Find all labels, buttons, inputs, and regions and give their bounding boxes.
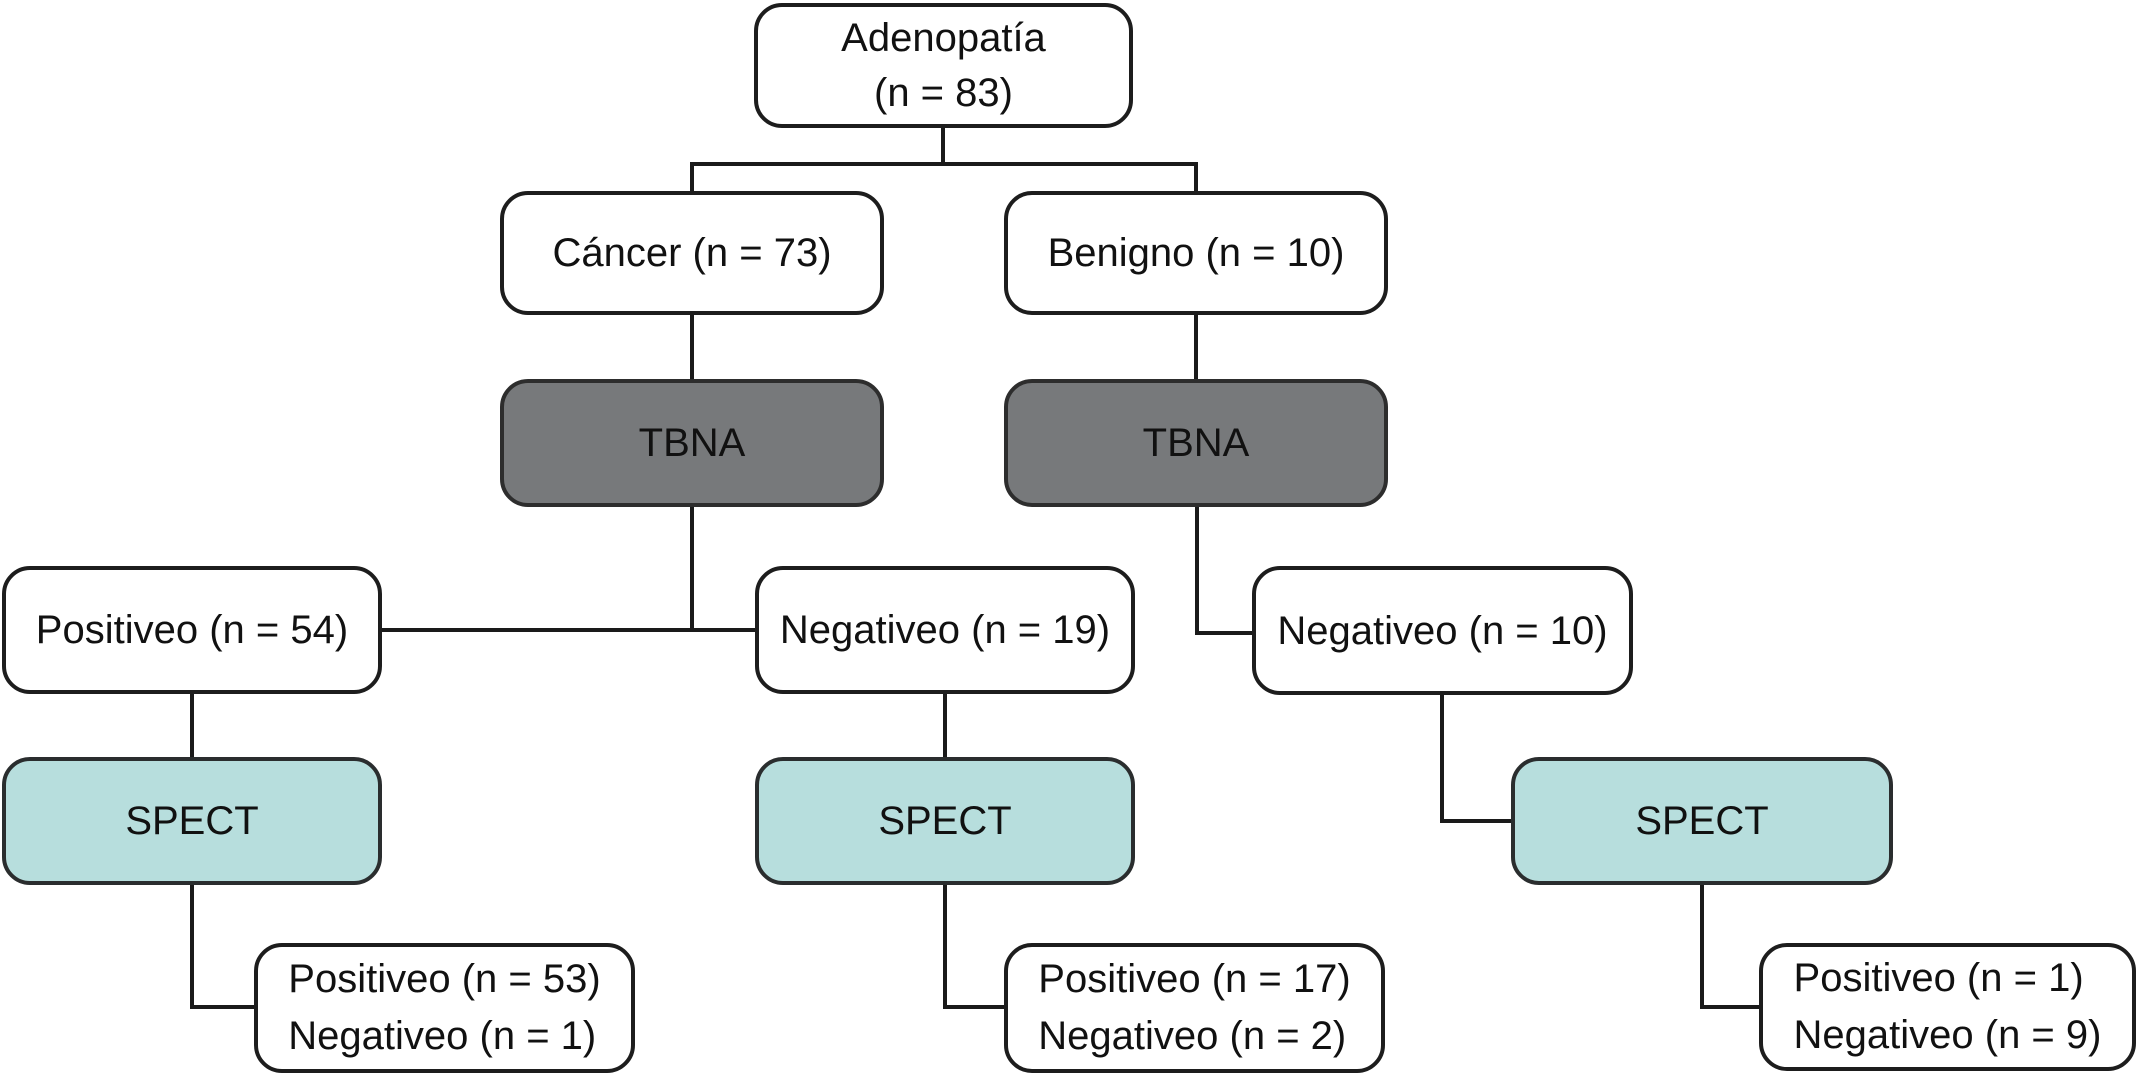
node-label: Adenopatía — [841, 15, 1046, 60]
node-tbna-benigno: TBNA — [1004, 379, 1388, 507]
node-label: TBNA — [638, 421, 746, 465]
result-positive-line: Positiveo (n = 1) — [1793, 956, 2084, 1000]
node-result-right: Positiveo (n = 1) Negativeo (n = 9) — [1759, 943, 2136, 1071]
connector-elbow-to-result-middle — [943, 1005, 1007, 1009]
node-tbna-negative-cancer: Negativeo (n = 19) — [755, 566, 1135, 694]
connector-split-to-benigno — [1194, 162, 1198, 194]
node-tbna-positive: Positiveo (n = 54) — [2, 566, 382, 694]
node-spect-right: SPECT — [1511, 757, 1893, 885]
connector-elbow-to-negative10 — [1195, 631, 1255, 635]
connector-root-down — [941, 126, 945, 166]
result-positive-line: Positiveo (n = 53) — [288, 957, 601, 1001]
node-adenopatia: Adenopatía (n = 83) — [754, 3, 1133, 128]
connector-split-to-cancer — [690, 162, 694, 194]
connector-tbna-cancer-down — [690, 505, 694, 632]
node-spect-middle: SPECT — [755, 757, 1135, 885]
connector-spect-right-down — [1700, 883, 1704, 1009]
node-label: SPECT — [125, 799, 259, 843]
node-label: SPECT — [1635, 799, 1769, 843]
connector-spect-left-down — [190, 883, 194, 1009]
result-positive-line: Positiveo (n = 17) — [1038, 957, 1351, 1001]
node-label: Benigno (n = 10) — [1047, 231, 1345, 275]
node-label: Cáncer (n = 73) — [552, 231, 832, 275]
node-tbna-negative-benigno: Negativeo (n = 10) — [1252, 566, 1633, 695]
connector-positive-negative-horizontal — [380, 628, 757, 632]
connector-elbow-to-result-left — [190, 1005, 257, 1009]
node-sublabel: (n = 83) — [874, 70, 1013, 115]
node-label: SPECT — [878, 799, 1012, 843]
result-negative-line: Negativeo (n = 1) — [288, 1014, 597, 1058]
node-label: Positiveo (n = 54) — [35, 608, 349, 652]
connector-tbna-benigno-down — [1195, 505, 1199, 635]
node-result-middle: Positiveo (n = 17) Negativeo (n = 2) — [1004, 943, 1385, 1073]
node-label: Negativeo (n = 19) — [779, 608, 1111, 652]
connector-split-horizontal — [690, 162, 1198, 166]
connector-elbow-to-result-right — [1700, 1005, 1762, 1009]
node-label-group: Positiveo (n = 53) Negativeo (n = 1) — [288, 951, 600, 1065]
connector-cancer-to-tbna — [690, 313, 694, 381]
result-negative-line: Negativeo (n = 9) — [1793, 1013, 2102, 1057]
connector-negative19-to-spect — [943, 692, 947, 759]
node-cancer: Cáncer (n = 73) — [500, 191, 884, 315]
connector-benigno-to-tbna — [1194, 313, 1198, 381]
node-label-group: Adenopatía (n = 83) — [841, 11, 1046, 121]
node-label-group: Positiveo (n = 1) Negativeo (n = 9) — [1794, 950, 2102, 1064]
node-label: TBNA — [1142, 421, 1250, 465]
node-result-left: Positiveo (n = 53) Negativeo (n = 1) — [254, 943, 635, 1073]
result-negative-line: Negativeo (n = 2) — [1038, 1014, 1347, 1058]
connector-positive54-to-spect — [190, 692, 194, 759]
node-tbna-cancer: TBNA — [500, 379, 884, 507]
node-benigno: Benigno (n = 10) — [1004, 191, 1388, 315]
node-label-group: Positiveo (n = 17) Negativeo (n = 2) — [1038, 951, 1350, 1065]
node-label: Negativeo (n = 10) — [1277, 608, 1608, 653]
connector-elbow-to-spect-right — [1440, 819, 1514, 823]
node-spect-left: SPECT — [2, 757, 382, 885]
connector-negative10-down — [1440, 692, 1444, 823]
connector-spect-middle-down — [943, 883, 947, 1009]
